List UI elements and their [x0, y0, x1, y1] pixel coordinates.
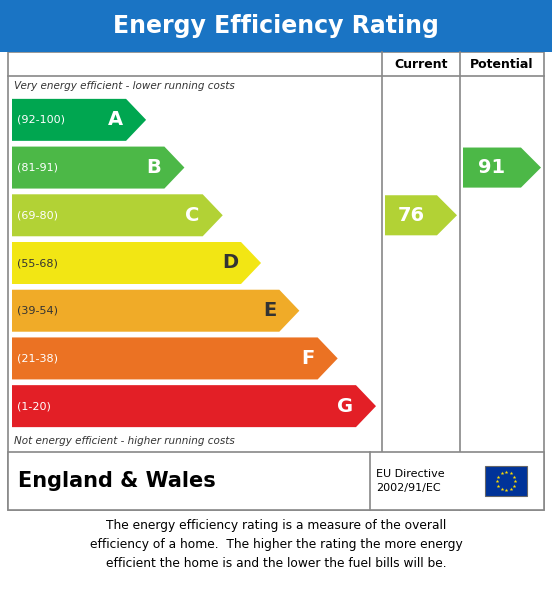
Text: (39-54): (39-54) [17, 306, 58, 316]
Text: 91: 91 [479, 158, 506, 177]
Polygon shape [12, 337, 338, 379]
Polygon shape [12, 242, 261, 284]
Text: Energy Efficiency Rating: Energy Efficiency Rating [113, 14, 439, 38]
Text: F: F [301, 349, 315, 368]
Text: Current: Current [394, 58, 448, 70]
Text: (81-91): (81-91) [17, 162, 58, 173]
Text: Not energy efficient - higher running costs: Not energy efficient - higher running co… [14, 436, 235, 446]
Polygon shape [12, 194, 223, 236]
Text: D: D [222, 254, 238, 273]
Polygon shape [12, 385, 376, 427]
Text: (1-20): (1-20) [17, 401, 51, 411]
Text: B: B [147, 158, 161, 177]
Text: G: G [337, 397, 353, 416]
Text: (55-68): (55-68) [17, 258, 58, 268]
Text: (92-100): (92-100) [17, 115, 65, 125]
Text: The energy efficiency rating is a measure of the overall
efficiency of a home.  : The energy efficiency rating is a measur… [89, 519, 463, 570]
Bar [485, 466, 527, 496]
Text: C: C [185, 206, 200, 225]
Text: EU Directive
2002/91/EC: EU Directive 2002/91/EC [376, 470, 444, 493]
Text: E: E [263, 301, 277, 320]
Text: Potential: Potential [470, 58, 534, 70]
Text: (69-80): (69-80) [17, 210, 58, 220]
Polygon shape [12, 99, 146, 141]
Bar [8, 452, 544, 510]
Text: A: A [108, 110, 123, 129]
Polygon shape [12, 147, 184, 189]
Polygon shape [12, 290, 299, 332]
Text: England & Wales: England & Wales [18, 471, 216, 491]
Text: Very energy efficient - lower running costs: Very energy efficient - lower running co… [14, 81, 235, 91]
Bar [0, 0, 552, 52]
Text: (21-38): (21-38) [17, 354, 58, 364]
Polygon shape [463, 148, 541, 188]
Bar [8, 52, 544, 510]
Text: 76: 76 [397, 206, 424, 225]
Polygon shape [385, 196, 457, 235]
